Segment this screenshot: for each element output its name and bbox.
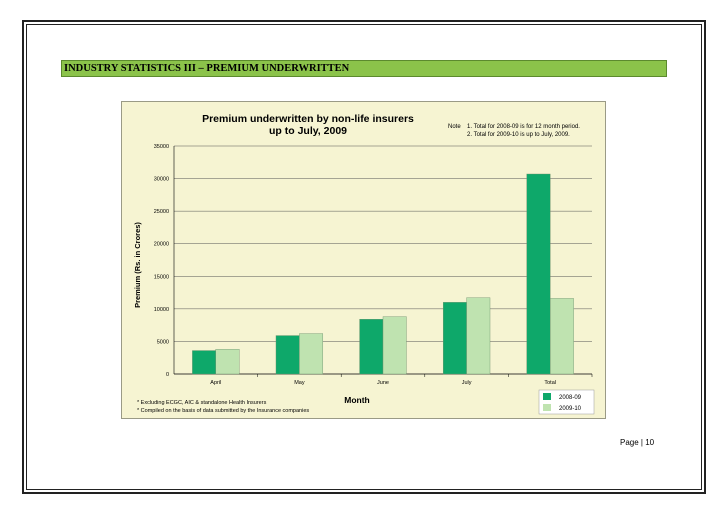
page-border-outer <box>22 20 706 494</box>
chart-title-line1: Premium underwritten by non-life insurer… <box>202 113 414 125</box>
y-tick-35000: 35000 <box>154 144 169 150</box>
bar-2008-09-total <box>526 173 551 375</box>
bars <box>192 173 574 375</box>
y-tick-10000: 10000 <box>154 307 169 313</box>
bar-2009-10-june <box>382 316 407 375</box>
x-tick-july: July <box>462 380 472 386</box>
bar-2009-10-april <box>215 349 240 375</box>
page-number: Page | 10 <box>620 438 655 447</box>
y-tick-30000: 30000 <box>154 177 169 183</box>
y-tick-5000: 5000 <box>157 339 169 345</box>
legend-label-2008-09: 2008-09 <box>559 395 582 401</box>
legend: 2008-09 2009-10 <box>538 389 595 415</box>
bar-2009-10-may <box>299 333 324 375</box>
x-axis-label: Month <box>344 395 370 405</box>
note-label: Note <box>448 124 461 130</box>
footnote-2: * Compiled on the basis of data submitte… <box>137 408 309 414</box>
y-tick-15000: 15000 <box>154 274 169 280</box>
x-tick-june: June <box>377 380 389 386</box>
chart-title-line2: up to July, 2009 <box>269 125 347 137</box>
note-1: 1. Total for 2008-09 is for 12 month per… <box>467 124 580 130</box>
legend-swatch-2009-10 <box>543 404 551 411</box>
bar-2008-09-may <box>275 335 300 375</box>
footnote-1: * Excluding ECGC, AIC & standalone Healt… <box>137 400 267 406</box>
section-title: INDUSTRY STATISTICS III – PREMIUM UNDERW… <box>61 60 667 77</box>
chart-panel: Premium underwritten by non-life insurer… <box>121 101 606 419</box>
legend-label-2009-10: 2009-10 <box>559 406 582 412</box>
bar-2009-10-july <box>466 297 491 375</box>
bar-2008-09-july <box>442 302 467 375</box>
page-border-inner <box>26 24 702 490</box>
bar-2009-10-total <box>550 298 574 375</box>
y-tick-0: 0 <box>166 372 169 378</box>
x-tick-total: Total <box>544 380 556 386</box>
x-tick-april: April <box>210 380 221 386</box>
y-tick-labels: 0 5000 10000 15000 20000 25000 30000 35000 <box>154 144 169 378</box>
y-tick-20000: 20000 <box>154 242 169 248</box>
bar-2008-09-june <box>359 319 384 375</box>
note-2: 2. Total for 2009-10 is up to July, 2009… <box>467 132 570 138</box>
premium-bar-chart: Premium underwritten by non-life insurer… <box>133 113 595 415</box>
y-tick-25000: 25000 <box>154 209 169 215</box>
x-tick-may: May <box>294 380 305 386</box>
x-tick-labels: April May June July Total <box>210 380 556 386</box>
legend-swatch-2008-09 <box>543 393 551 400</box>
bar-2008-09-april <box>192 350 216 375</box>
y-axis-label: Premium (Rs. in Crores) <box>133 222 142 308</box>
